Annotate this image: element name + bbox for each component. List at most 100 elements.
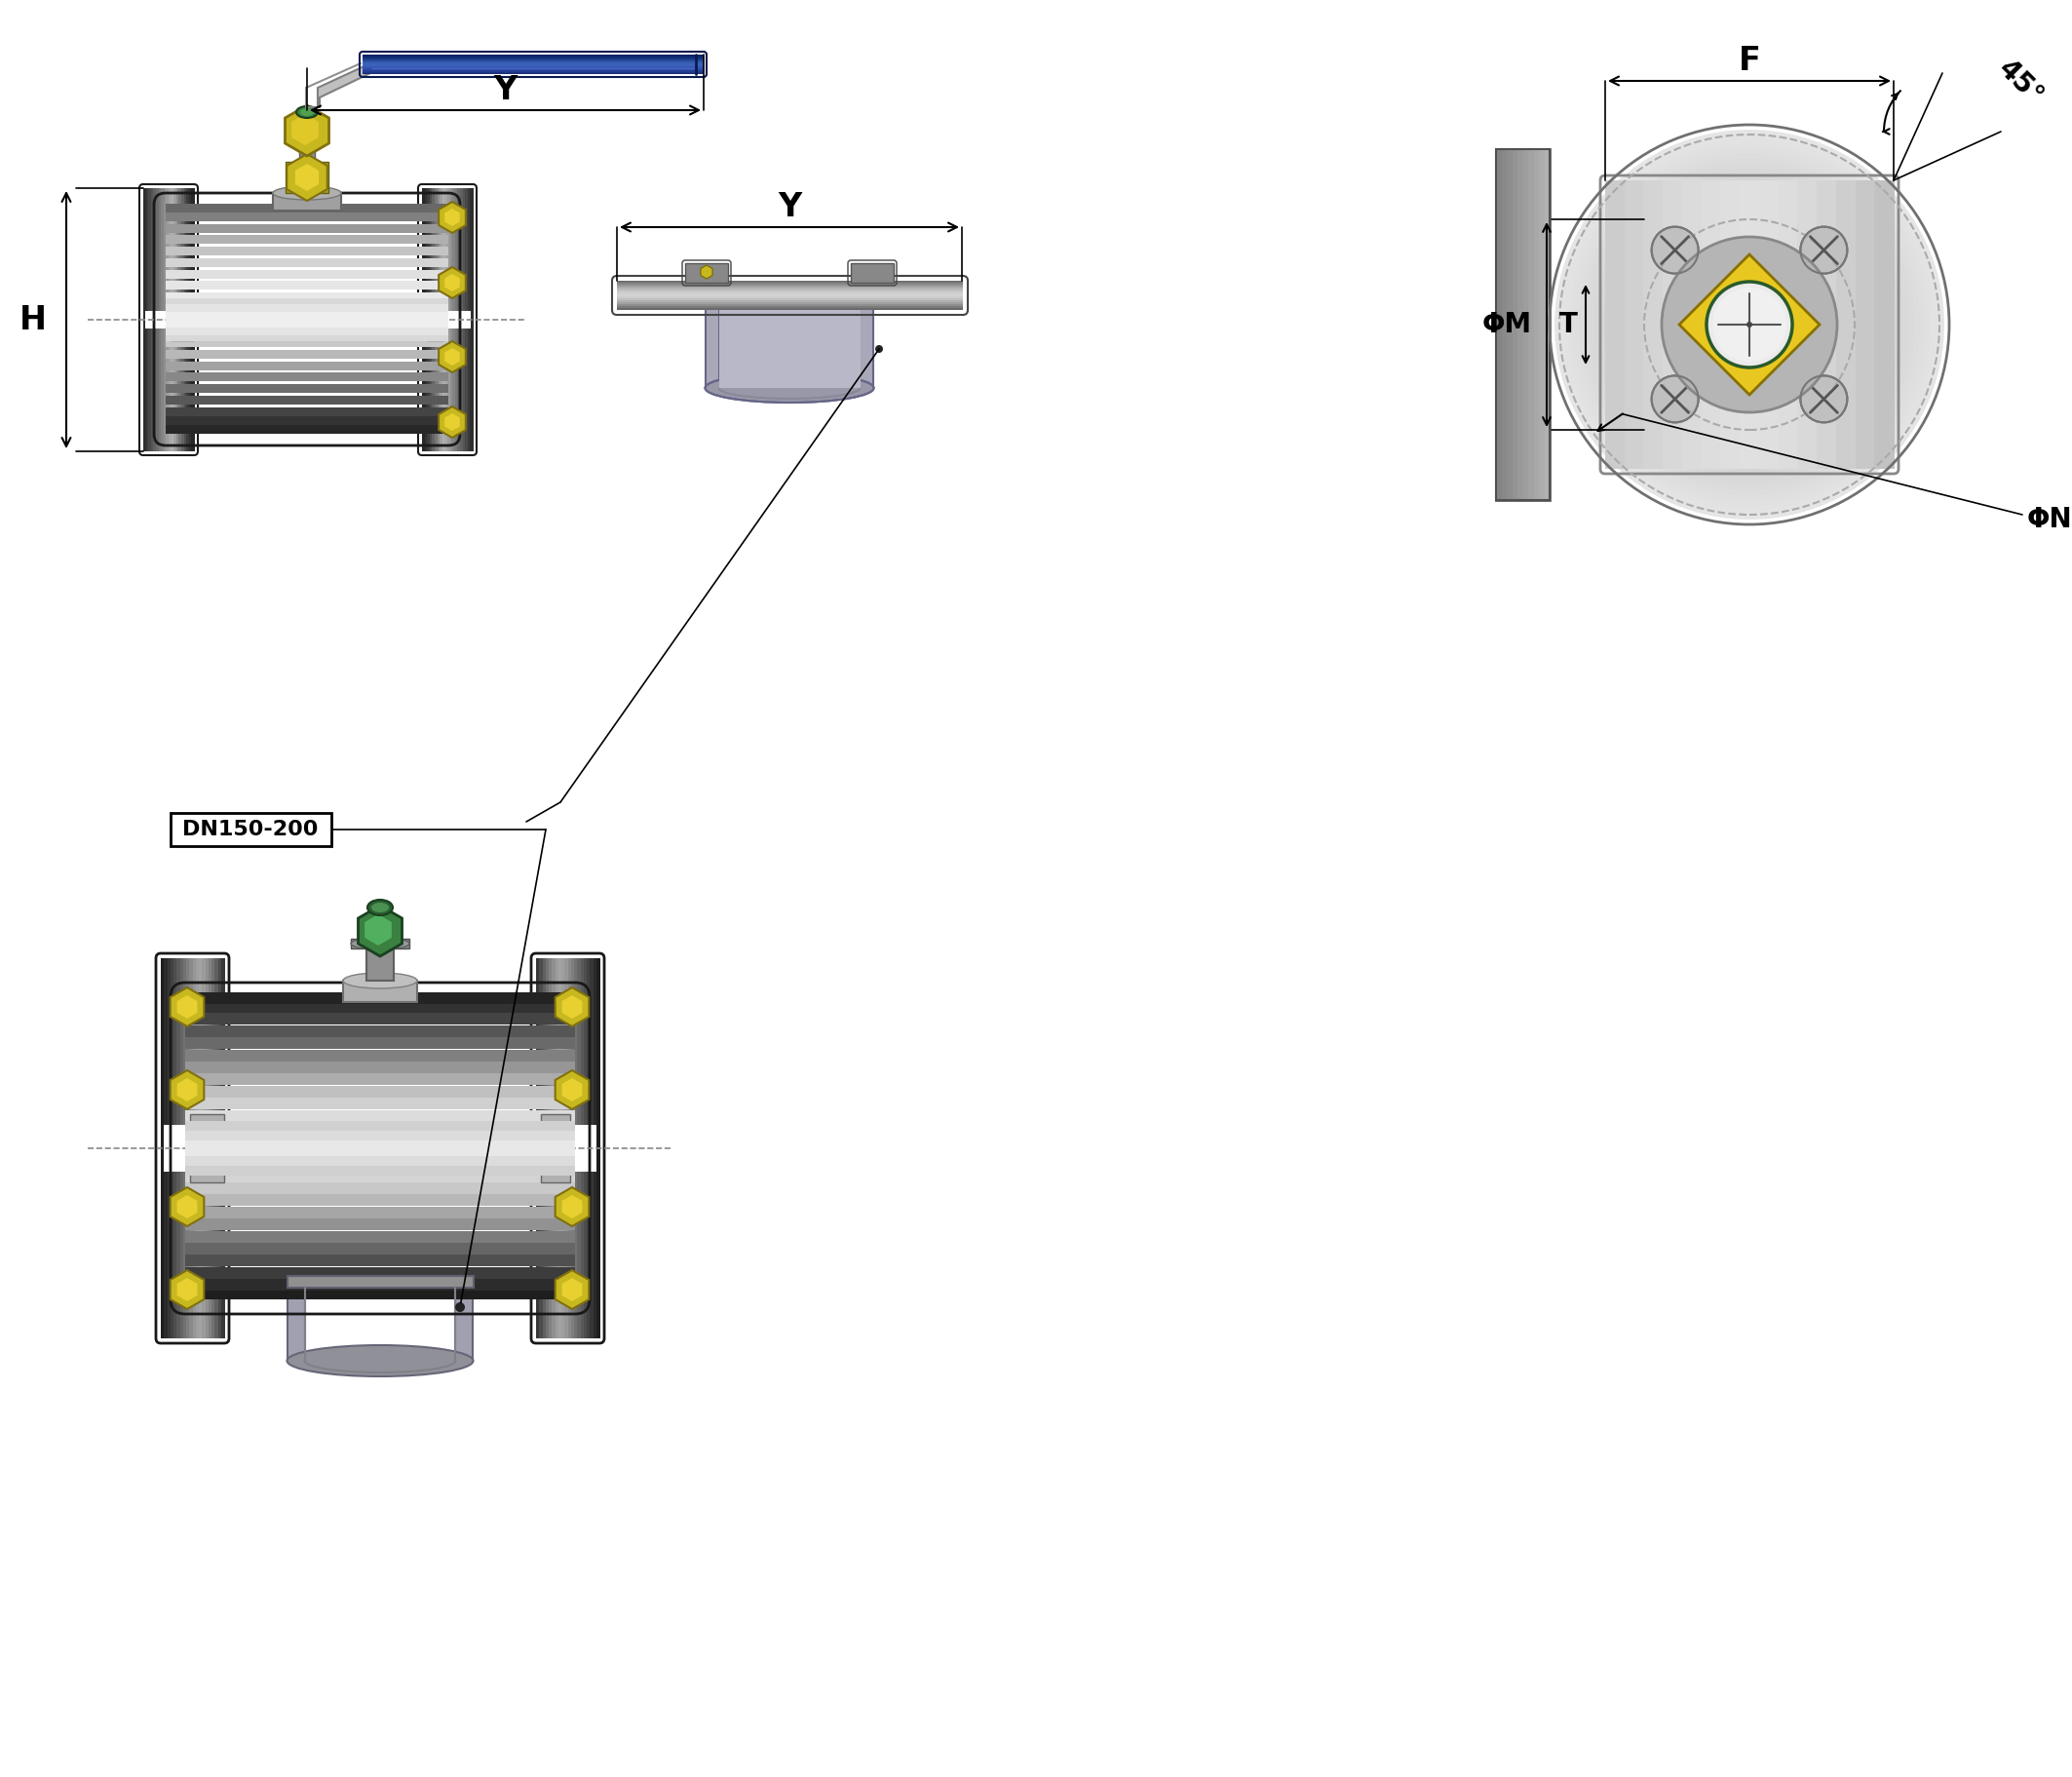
Bar: [1798, 179, 1817, 469]
Bar: [425, 311, 470, 329]
Bar: [719, 309, 860, 387]
Bar: [166, 270, 448, 279]
Bar: [184, 1038, 576, 1048]
Circle shape: [1716, 290, 1784, 359]
Bar: [1544, 149, 1550, 499]
Bar: [184, 1130, 576, 1166]
Bar: [170, 812, 332, 846]
Bar: [184, 1141, 576, 1157]
Bar: [166, 299, 448, 341]
Bar: [274, 194, 342, 210]
Bar: [189, 188, 193, 451]
Bar: [777, 306, 802, 398]
Bar: [184, 1231, 576, 1242]
Circle shape: [1801, 375, 1848, 423]
Bar: [707, 281, 719, 387]
Bar: [470, 188, 472, 451]
Bar: [211, 958, 215, 1338]
Circle shape: [456, 1303, 464, 1311]
Circle shape: [1564, 139, 1935, 510]
Circle shape: [1589, 163, 1910, 485]
Bar: [184, 1194, 576, 1207]
Bar: [184, 1159, 576, 1169]
Circle shape: [1687, 261, 1813, 387]
Circle shape: [1593, 169, 1906, 480]
Bar: [184, 1121, 576, 1134]
Bar: [166, 224, 448, 233]
Bar: [1496, 149, 1502, 499]
Bar: [191, 1114, 224, 1182]
Bar: [166, 304, 448, 313]
Bar: [439, 188, 443, 451]
Bar: [166, 247, 448, 256]
Bar: [182, 958, 186, 1338]
Circle shape: [1747, 322, 1753, 327]
Bar: [572, 958, 574, 1338]
Circle shape: [1618, 194, 1881, 457]
Bar: [166, 338, 448, 347]
Bar: [153, 188, 155, 451]
Bar: [1720, 179, 1740, 469]
Bar: [184, 1013, 576, 1025]
Bar: [1854, 179, 1875, 469]
Bar: [437, 188, 439, 451]
Circle shape: [1637, 213, 1861, 437]
Bar: [1759, 179, 1780, 469]
Ellipse shape: [350, 938, 410, 949]
Circle shape: [1801, 227, 1848, 274]
Ellipse shape: [288, 1345, 472, 1377]
Circle shape: [1726, 300, 1774, 348]
Bar: [166, 313, 448, 327]
Bar: [617, 293, 963, 297]
Bar: [1624, 179, 1645, 469]
Bar: [184, 1073, 576, 1086]
Bar: [184, 1000, 576, 1013]
Text: ΦM: ΦM: [1481, 311, 1531, 338]
Bar: [367, 947, 394, 981]
Circle shape: [1575, 149, 1925, 499]
Bar: [537, 958, 539, 1338]
Bar: [168, 188, 172, 451]
Bar: [617, 300, 963, 302]
Bar: [462, 188, 466, 451]
Bar: [166, 304, 448, 336]
Bar: [617, 304, 963, 306]
Bar: [593, 958, 597, 1338]
Circle shape: [1730, 306, 1769, 345]
Bar: [143, 188, 147, 451]
Bar: [450, 188, 454, 451]
Bar: [617, 295, 963, 299]
Bar: [557, 958, 562, 1338]
Bar: [149, 188, 151, 451]
Bar: [184, 1146, 576, 1159]
Bar: [1517, 149, 1523, 499]
Bar: [591, 958, 593, 1338]
Bar: [1817, 179, 1838, 469]
Bar: [1682, 179, 1703, 469]
Bar: [189, 958, 193, 1338]
Text: Y: Y: [777, 192, 802, 224]
Bar: [166, 281, 448, 290]
Bar: [166, 204, 448, 213]
Bar: [1513, 149, 1517, 499]
Bar: [298, 144, 315, 162]
Circle shape: [1666, 242, 1832, 407]
Bar: [166, 213, 448, 222]
Bar: [195, 958, 199, 1338]
Bar: [174, 188, 176, 451]
Polygon shape: [1705, 281, 1792, 368]
Bar: [555, 958, 559, 1338]
Bar: [578, 958, 580, 1338]
Circle shape: [1745, 320, 1755, 329]
Bar: [184, 1121, 576, 1176]
Circle shape: [1633, 208, 1867, 441]
Bar: [184, 1061, 576, 1073]
Text: Y: Y: [493, 75, 518, 107]
Bar: [184, 1267, 576, 1279]
Bar: [427, 188, 431, 451]
Bar: [860, 281, 872, 387]
Bar: [617, 307, 963, 309]
Bar: [176, 958, 180, 1338]
Circle shape: [1672, 247, 1828, 403]
Circle shape: [1612, 188, 1886, 460]
